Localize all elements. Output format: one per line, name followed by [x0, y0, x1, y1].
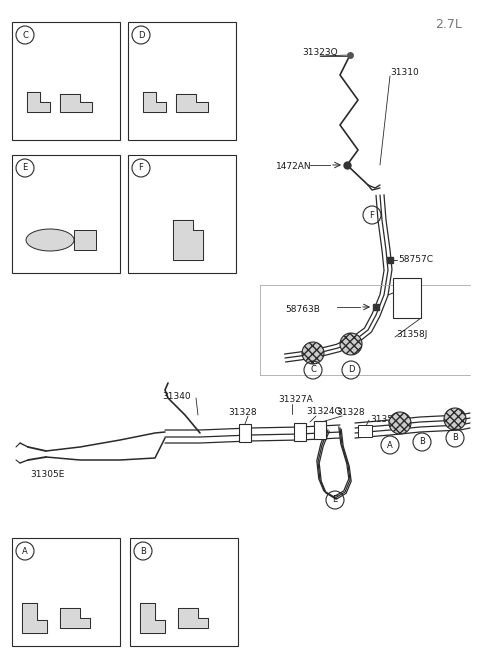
FancyBboxPatch shape	[12, 22, 120, 140]
Circle shape	[389, 412, 411, 434]
Text: 31327F: 31327F	[30, 50, 64, 59]
Text: B: B	[419, 438, 425, 447]
Text: 31327C: 31327C	[30, 566, 65, 575]
Polygon shape	[27, 92, 50, 112]
Text: D: D	[138, 31, 144, 39]
Text: B: B	[140, 546, 146, 555]
Text: 31358J: 31358J	[396, 330, 427, 339]
Text: 58763B: 58763B	[285, 305, 320, 314]
Polygon shape	[173, 220, 203, 260]
FancyBboxPatch shape	[128, 22, 236, 140]
FancyBboxPatch shape	[358, 425, 372, 437]
Text: 31310: 31310	[390, 68, 419, 77]
Circle shape	[340, 333, 362, 355]
Text: 31328: 31328	[228, 408, 257, 417]
Text: 1472AN: 1472AN	[276, 162, 312, 171]
Text: 31358H: 31358H	[148, 195, 183, 204]
Polygon shape	[143, 92, 166, 112]
FancyBboxPatch shape	[130, 538, 238, 646]
Polygon shape	[22, 603, 47, 633]
Text: F: F	[370, 210, 374, 219]
Text: C: C	[22, 31, 28, 39]
Text: 31327H: 31327H	[146, 50, 181, 59]
Text: A: A	[387, 441, 393, 449]
Text: F: F	[139, 164, 144, 172]
Text: 31328C: 31328C	[57, 199, 92, 208]
FancyBboxPatch shape	[12, 538, 120, 646]
Text: 31324G: 31324G	[306, 407, 341, 416]
FancyBboxPatch shape	[12, 155, 120, 273]
Text: 31328: 31328	[336, 408, 365, 417]
Polygon shape	[176, 94, 208, 112]
Polygon shape	[60, 608, 90, 628]
Text: A: A	[22, 546, 28, 555]
FancyBboxPatch shape	[239, 424, 251, 442]
Polygon shape	[60, 94, 92, 112]
Text: 31328D: 31328D	[152, 550, 188, 559]
FancyBboxPatch shape	[74, 230, 96, 250]
Text: 31323Q: 31323Q	[302, 48, 337, 57]
Text: E: E	[332, 495, 337, 504]
Circle shape	[444, 408, 466, 430]
Polygon shape	[178, 608, 208, 628]
Text: 31305E: 31305E	[30, 470, 64, 479]
FancyBboxPatch shape	[393, 278, 421, 318]
Text: C: C	[310, 365, 316, 375]
FancyBboxPatch shape	[128, 155, 236, 273]
Text: 31356A: 31356A	[370, 415, 405, 424]
Text: 31328D: 31328D	[34, 550, 70, 559]
Text: B: B	[452, 434, 458, 443]
Text: E: E	[23, 164, 28, 172]
FancyBboxPatch shape	[314, 421, 326, 439]
Ellipse shape	[26, 229, 74, 251]
Text: 31327: 31327	[32, 183, 60, 192]
Text: D: D	[348, 365, 354, 375]
Text: 31327C: 31327C	[148, 566, 183, 575]
Text: 31328D: 31328D	[165, 34, 201, 43]
Text: 31340: 31340	[162, 392, 191, 401]
Text: 31328D: 31328D	[49, 34, 85, 43]
Text: 2.7L: 2.7L	[435, 18, 462, 31]
Text: 31327A: 31327A	[278, 395, 313, 404]
Text: 31358A: 31358A	[148, 180, 183, 189]
Polygon shape	[140, 603, 165, 633]
Text: 58757C: 58757C	[398, 255, 433, 264]
Circle shape	[302, 342, 324, 364]
FancyBboxPatch shape	[294, 423, 306, 441]
